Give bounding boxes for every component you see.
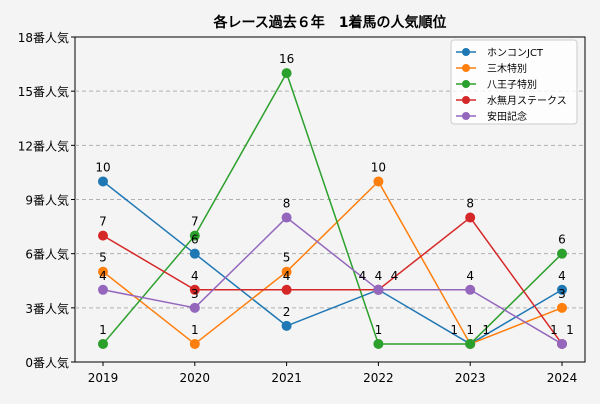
data-point bbox=[373, 284, 384, 295]
data-point bbox=[465, 212, 476, 223]
legend-marker bbox=[462, 96, 470, 104]
data-label: 8 bbox=[466, 197, 474, 211]
data-point bbox=[98, 230, 108, 241]
data-label: 1 bbox=[466, 323, 474, 337]
data-point bbox=[281, 284, 292, 295]
data-label: 4 bbox=[391, 269, 399, 283]
y-tick-label: 9番人気 bbox=[25, 193, 69, 208]
chart-title: 各レース過去６年 1着馬の人気順位 bbox=[212, 14, 446, 31]
data-point bbox=[557, 284, 567, 295]
series-line bbox=[102, 180, 563, 345]
x-tick-label: 2024 bbox=[547, 371, 578, 385]
x-tick-label: 2023 bbox=[455, 371, 486, 385]
data-label: 4 bbox=[283, 269, 291, 283]
series-line bbox=[102, 216, 563, 345]
y-tick-label: 18番人気 bbox=[18, 30, 69, 45]
data-label: 3 bbox=[191, 287, 199, 301]
data-point bbox=[281, 212, 292, 223]
data-label: 16 bbox=[279, 52, 294, 66]
data-label: 7 bbox=[99, 215, 107, 229]
series-line bbox=[102, 180, 563, 345]
data-label: 4 bbox=[375, 269, 383, 283]
data-label: 8 bbox=[283, 197, 291, 211]
data-label: 1 bbox=[191, 323, 199, 337]
data-point bbox=[189, 284, 200, 295]
data-label: 6 bbox=[191, 233, 199, 247]
data-label: 1 bbox=[550, 323, 558, 337]
data-point bbox=[557, 248, 567, 259]
data-point bbox=[189, 302, 200, 313]
data-label: 5 bbox=[99, 251, 107, 265]
data-point bbox=[281, 320, 292, 331]
data-point bbox=[98, 266, 108, 277]
data-label: 2 bbox=[283, 305, 291, 319]
data-label: 4 bbox=[359, 269, 367, 283]
data-label: 7 bbox=[191, 215, 199, 229]
data-label: 4 bbox=[99, 269, 107, 283]
data-label: 10 bbox=[371, 160, 386, 174]
data-point bbox=[465, 284, 476, 295]
legend-label: 八王子特別 bbox=[487, 79, 537, 91]
series-line bbox=[102, 71, 563, 345]
data-label: 1 bbox=[450, 323, 458, 337]
data-point bbox=[557, 338, 567, 349]
data-label: 3 bbox=[558, 287, 566, 301]
legend-label: 安田記念 bbox=[487, 110, 527, 123]
data-label: 1 bbox=[482, 323, 490, 337]
data-point bbox=[373, 338, 384, 349]
y-tick-label: 6番人気 bbox=[25, 247, 69, 262]
legend-label: 水無月ステークス bbox=[487, 94, 567, 107]
data-point bbox=[98, 284, 108, 295]
data-label: 1 bbox=[375, 323, 383, 337]
x-tick-label: 2022 bbox=[363, 371, 394, 385]
data-point bbox=[189, 230, 200, 241]
x-tick-label: 2020 bbox=[180, 371, 211, 385]
data-point bbox=[281, 68, 292, 79]
data-label: 4 bbox=[558, 269, 566, 283]
y-tick-label: 12番人気 bbox=[18, 138, 69, 153]
data-point bbox=[281, 266, 292, 277]
data-label: 6 bbox=[558, 233, 566, 247]
data-point bbox=[98, 338, 108, 349]
data-label: 5 bbox=[283, 251, 291, 265]
data-label: 1 bbox=[566, 323, 574, 337]
x-tick-label: 2021 bbox=[271, 371, 302, 385]
data-point bbox=[189, 338, 200, 349]
y-tick-label: 15番人気 bbox=[18, 84, 69, 99]
legend-marker bbox=[462, 64, 470, 72]
data-label: 4 bbox=[191, 269, 199, 283]
legend-marker bbox=[462, 112, 470, 120]
data-label: 4 bbox=[466, 269, 474, 283]
series-line bbox=[102, 216, 563, 345]
data-point bbox=[189, 248, 200, 259]
legend-label: 三木特別 bbox=[487, 63, 527, 75]
data-point bbox=[557, 302, 567, 313]
data-point bbox=[98, 176, 108, 187]
data-point bbox=[465, 338, 476, 349]
legend-marker bbox=[462, 80, 470, 88]
data-label: 10 bbox=[95, 160, 110, 174]
legend-marker bbox=[462, 48, 470, 56]
legend-label: ホンコンJCT bbox=[487, 47, 544, 59]
y-tick-label: 3番人気 bbox=[25, 301, 69, 316]
data-label: 1 bbox=[99, 323, 107, 337]
data-point bbox=[373, 176, 384, 187]
x-tick-label: 2019 bbox=[88, 371, 119, 385]
y-tick-label: 0番人気 bbox=[25, 355, 69, 370]
